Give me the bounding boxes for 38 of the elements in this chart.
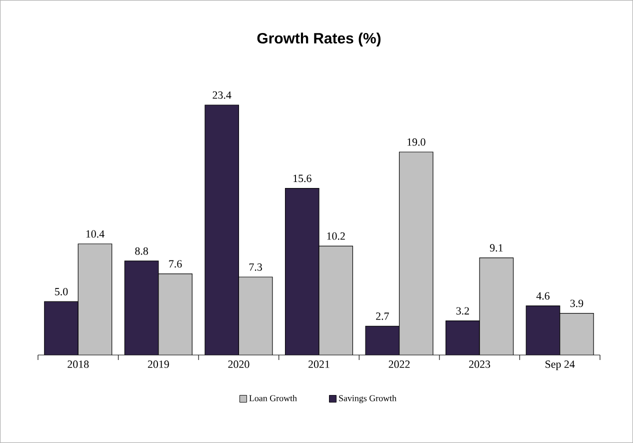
data-label: 23.4 [212, 91, 232, 99]
data-label: 3.9 [570, 300, 584, 308]
data-label: 7.3 [249, 263, 262, 271]
x-tick-label: 2020 [228, 360, 250, 368]
data-label: 10.4 [86, 230, 104, 238]
data-label: 4.6 [536, 292, 550, 300]
x-tick-label: 2019 [148, 360, 169, 368]
bar [560, 313, 594, 355]
data-label: 2.7 [376, 312, 389, 320]
data-label: 5.0 [55, 288, 68, 296]
data-label: 8.8 [135, 247, 148, 255]
bar [78, 244, 112, 355]
x-tick-label: 2022 [388, 360, 410, 368]
legend-label: Savings Growth [339, 394, 396, 404]
x-tick-label: 2023 [469, 360, 490, 368]
bar [399, 152, 434, 355]
bar [204, 105, 239, 355]
bar [526, 306, 560, 355]
bar [124, 260, 158, 355]
chart-title: Growth Rates (%) [257, 32, 381, 46]
data-label: 15.6 [294, 174, 312, 182]
bar [285, 188, 319, 355]
bar [158, 274, 192, 355]
data-label: 19.0 [408, 138, 426, 146]
bar [238, 277, 272, 355]
x-tick-label: 2021 [308, 360, 330, 368]
data-label: 3.2 [456, 307, 469, 315]
bar [446, 320, 480, 355]
bar [319, 246, 353, 355]
data-label: 10.2 [327, 232, 345, 240]
bar [480, 258, 514, 355]
bar [44, 302, 78, 355]
x-tick-label: Sep 24 [546, 360, 575, 370]
x-tick-label: 2018 [68, 360, 89, 368]
bar [366, 326, 400, 355]
data-label: 9.1 [490, 244, 503, 252]
data-label: 7.6 [169, 260, 182, 268]
legend-label: Loan Growth [249, 394, 297, 402]
